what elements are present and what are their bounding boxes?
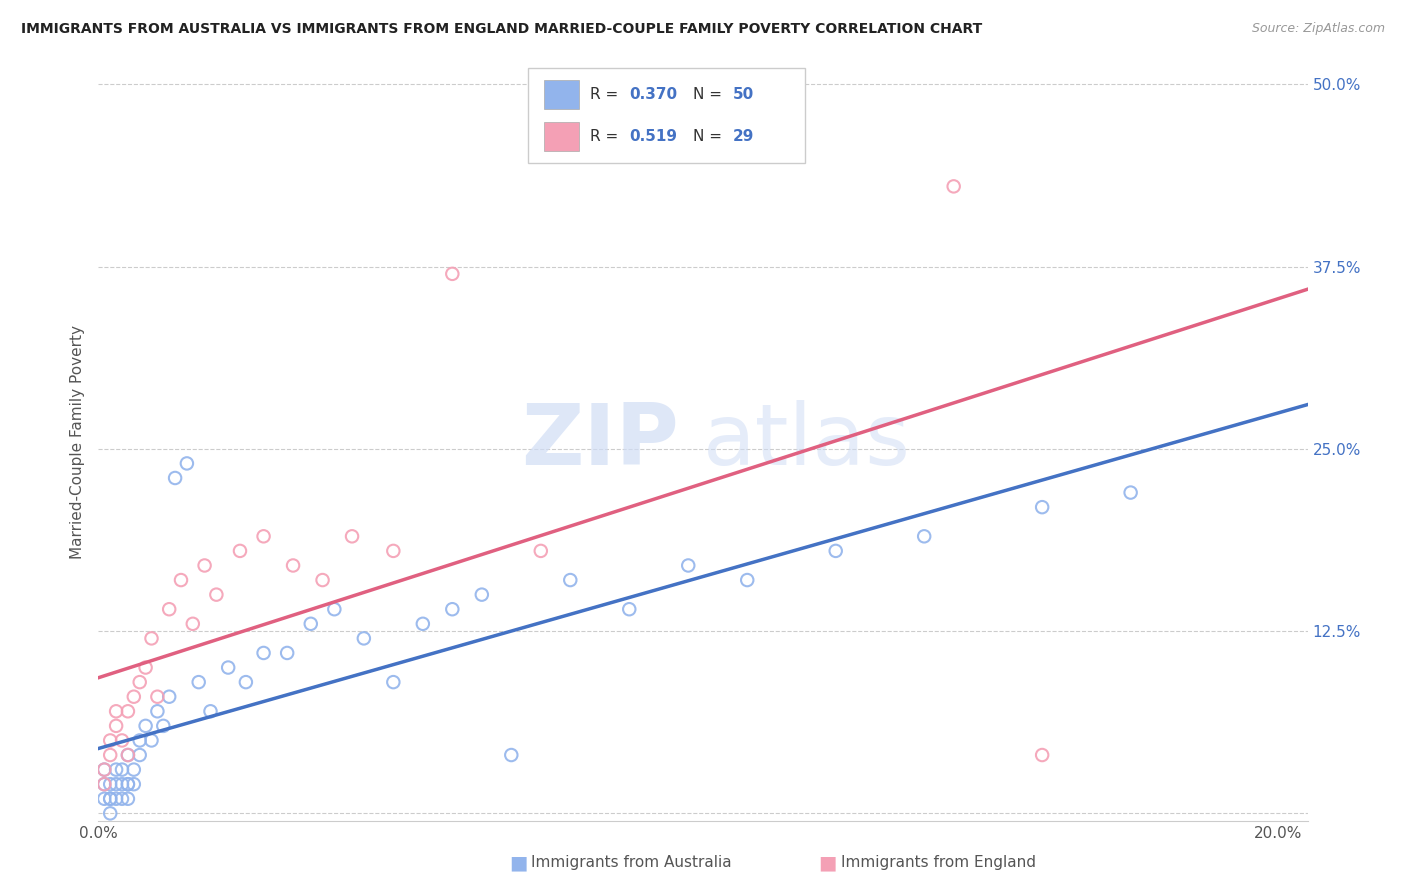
Point xyxy=(135,719,157,733)
Point xyxy=(105,704,128,718)
Point xyxy=(1031,500,1053,515)
Point xyxy=(382,675,405,690)
Point xyxy=(146,690,169,704)
Point xyxy=(824,544,846,558)
Point xyxy=(117,747,139,762)
Point xyxy=(1031,747,1053,762)
Point xyxy=(252,529,274,543)
Point xyxy=(619,602,641,616)
Point xyxy=(340,529,363,543)
Point xyxy=(200,704,222,718)
Point xyxy=(205,588,228,602)
Point xyxy=(1119,485,1142,500)
Point xyxy=(105,763,128,777)
Point xyxy=(281,558,304,573)
Point xyxy=(93,791,115,805)
Point xyxy=(105,791,128,805)
Point xyxy=(122,690,145,704)
Point xyxy=(135,660,157,674)
Point xyxy=(128,733,150,747)
Point xyxy=(678,558,700,573)
Point xyxy=(111,777,134,791)
Point xyxy=(98,806,121,821)
Point xyxy=(98,777,121,791)
Point xyxy=(117,747,139,762)
Point xyxy=(235,675,257,690)
Point xyxy=(252,646,274,660)
Point xyxy=(299,616,322,631)
Point xyxy=(311,573,333,587)
Text: ■: ■ xyxy=(509,853,527,872)
Point xyxy=(105,777,128,791)
Point xyxy=(530,544,553,558)
Point xyxy=(157,602,180,616)
Text: Immigrants from Australia: Immigrants from Australia xyxy=(531,855,733,870)
Point xyxy=(353,632,375,646)
Point xyxy=(942,179,965,194)
Point xyxy=(122,777,145,791)
Point xyxy=(181,616,204,631)
Text: Immigrants from England: Immigrants from England xyxy=(841,855,1036,870)
Point xyxy=(165,471,187,485)
Point xyxy=(471,588,494,602)
Point xyxy=(128,675,150,690)
Text: IMMIGRANTS FROM AUSTRALIA VS IMMIGRANTS FROM ENGLAND MARRIED-COUPLE FAMILY POVER: IMMIGRANTS FROM AUSTRALIA VS IMMIGRANTS … xyxy=(21,22,983,37)
Point xyxy=(111,733,134,747)
Point xyxy=(105,719,128,733)
Point xyxy=(501,747,523,762)
Point xyxy=(93,763,115,777)
Point xyxy=(412,616,434,631)
Text: ZIP: ZIP xyxy=(522,400,679,483)
Point xyxy=(382,544,405,558)
Y-axis label: Married-Couple Family Poverty: Married-Couple Family Poverty xyxy=(70,325,86,558)
Point xyxy=(217,660,239,674)
Point xyxy=(98,791,121,805)
Point xyxy=(117,777,139,791)
Point xyxy=(912,529,935,543)
Point xyxy=(117,704,139,718)
Point xyxy=(111,791,134,805)
Point xyxy=(93,777,115,791)
Point xyxy=(93,777,115,791)
Text: Source: ZipAtlas.com: Source: ZipAtlas.com xyxy=(1251,22,1385,36)
Text: ■: ■ xyxy=(818,853,837,872)
Point xyxy=(122,763,145,777)
Point xyxy=(170,573,193,587)
Point xyxy=(98,733,121,747)
Point xyxy=(735,573,758,587)
Point xyxy=(111,763,134,777)
Point xyxy=(141,632,163,646)
Point xyxy=(152,719,174,733)
Point xyxy=(117,791,139,805)
Point xyxy=(276,646,298,660)
Point xyxy=(128,747,150,762)
Text: atlas: atlas xyxy=(703,400,911,483)
Point xyxy=(194,558,217,573)
Point xyxy=(93,763,115,777)
Point xyxy=(141,733,163,747)
Point xyxy=(98,791,121,805)
Point xyxy=(146,704,169,718)
Point xyxy=(229,544,252,558)
Point xyxy=(98,747,121,762)
Point xyxy=(323,602,346,616)
Point xyxy=(441,267,464,281)
Point xyxy=(157,690,180,704)
Point xyxy=(176,457,198,471)
Point xyxy=(117,777,139,791)
Point xyxy=(187,675,209,690)
Point xyxy=(560,573,582,587)
Point xyxy=(441,602,464,616)
